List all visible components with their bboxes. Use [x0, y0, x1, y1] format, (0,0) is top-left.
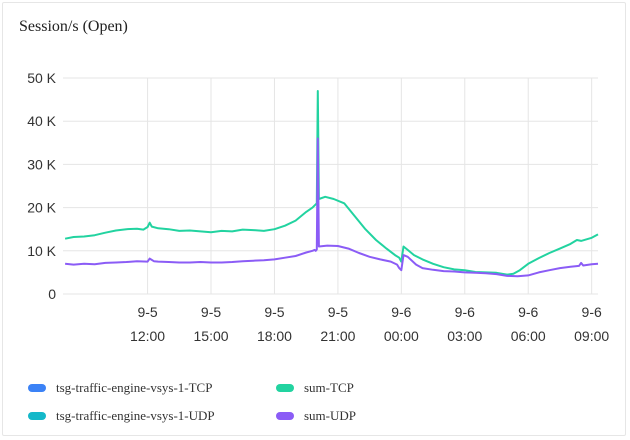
legend-item-sum-udp[interactable]: sum-UDP	[276, 408, 356, 424]
x-tick-date: 9-5	[328, 304, 348, 320]
x-tick-date: 9-5	[264, 304, 284, 320]
legend-label: sum-TCP	[304, 380, 354, 395]
y-tick-label: 50 K	[27, 70, 56, 86]
legend-swatch-sum-udp	[276, 412, 294, 420]
x-tick-date: 9-5	[201, 304, 221, 320]
legend-swatch-tsg-tcp	[28, 384, 46, 392]
x-tick-time: 00:00	[384, 328, 419, 344]
x-tick-date: 9-6	[455, 304, 475, 320]
y-tick-label: 30 K	[27, 156, 56, 172]
legend-swatch-tsg-udp	[28, 412, 46, 420]
x-tick-time: 15:00	[194, 328, 229, 344]
x-tick-time: 06:00	[511, 328, 546, 344]
legend-label: tsg-traffic-engine-vsys-1-TCP	[56, 380, 213, 395]
x-tick-time: 09:00	[574, 328, 609, 344]
legend-swatch-sum-tcp	[276, 384, 294, 392]
x-tick-time: 03:00	[447, 328, 482, 344]
x-tick-time: 12:00	[130, 328, 165, 344]
legend-item-sum-tcp[interactable]: sum-TCP	[276, 380, 354, 396]
legend: tsg-traffic-engine-vsys-1-TCP sum-TCP ts…	[28, 380, 428, 430]
x-tick-date: 9-6	[518, 304, 538, 320]
x-tick-date: 9-6	[391, 304, 411, 320]
legend-item-tsg-udp[interactable]: tsg-traffic-engine-vsys-1-UDP	[28, 408, 215, 424]
legend-label: tsg-traffic-engine-vsys-1-UDP	[56, 408, 215, 423]
series-line-sum-udp	[65, 137, 599, 278]
x-tick-time: 21:00	[320, 328, 355, 344]
x-tick-date: 9-5	[137, 304, 157, 320]
legend-item-tsg-tcp[interactable]: tsg-traffic-engine-vsys-1-TCP	[28, 380, 212, 396]
x-tick-date: 9-6	[582, 304, 602, 320]
legend-label: sum-UDP	[304, 408, 357, 423]
y-tick-label: 40 K	[27, 113, 56, 129]
chart-panel: Session/s (Open)	[2, 2, 626, 436]
y-tick-label: 20 K	[27, 200, 56, 216]
x-tick-time: 18:00	[257, 328, 292, 344]
y-tick-label: 10 K	[27, 243, 56, 259]
panel-title: Session/s (Open)	[19, 18, 128, 35]
series-line-sum-tcp	[64, 90, 599, 276]
y-tick-label: 0	[48, 286, 56, 302]
